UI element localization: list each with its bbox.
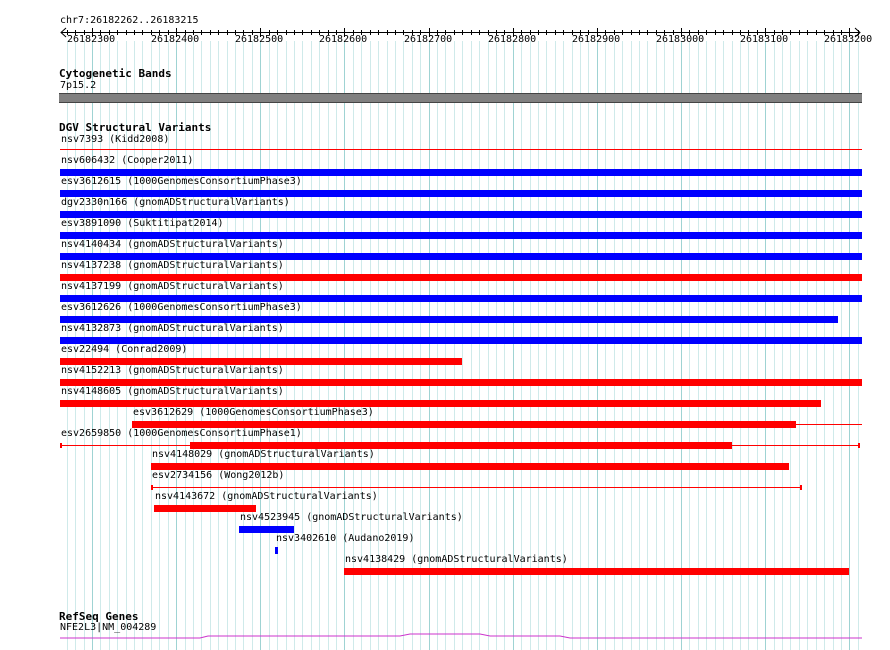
dgv-feature-bar[interactable] (275, 547, 278, 554)
dgv-feature-end-cap[interactable] (151, 485, 153, 490)
ruler-tick-label: 26182400 (151, 34, 200, 45)
dgv-feature-label[interactable]: esv22494 (Conrad2009) (61, 344, 188, 355)
dgv-feature-end-cap[interactable] (800, 485, 802, 490)
dgv-feature-bar[interactable] (60, 379, 862, 386)
dgv-feature-label[interactable]: nsv4148029 (gnomADStructuralVariants) (152, 449, 375, 460)
ruler-tick-label: 26182900 (572, 34, 621, 45)
dgv-feature-label[interactable]: esv3612626 (1000GenomesConsortiumPhase3) (61, 302, 302, 313)
dgv-feature-bar[interactable] (60, 190, 862, 197)
ruler-tick-label: 26183100 (740, 34, 789, 45)
dgv-feature-end-cap[interactable] (60, 443, 62, 448)
dgv-feature-bar[interactable] (154, 505, 256, 512)
dgv-feature-label[interactable]: esv3891090 (Suktitipat2014) (61, 218, 224, 229)
position-label: chr7:26182262..26183215 (60, 15, 199, 26)
dgv-feature-label[interactable]: nsv4137199 (gnomADStructuralVariants) (61, 281, 284, 292)
dgv-feature-label[interactable]: nsv4148605 (gnomADStructuralVariants) (61, 386, 284, 397)
dgv-feature-label[interactable]: dgv2330n166 (gnomADStructuralVariants) (61, 197, 290, 208)
dgv-feature-bar[interactable] (60, 232, 862, 239)
dgv-feature-label[interactable]: nsv4140434 (gnomADStructuralVariants) (61, 239, 284, 250)
dgv-feature-line[interactable] (60, 149, 862, 150)
dgv-feature-bar[interactable] (60, 337, 862, 344)
dgv-feature-bar[interactable] (60, 253, 862, 260)
ruler-tick-label: 26182800 (488, 34, 537, 45)
dgv-feature-bar[interactable] (190, 442, 732, 449)
dgv-feature-label[interactable]: nsv4143672 (gnomADStructuralVariants) (155, 491, 378, 502)
dgv-feature-label[interactable]: nsv4132873 (gnomADStructuralVariants) (61, 323, 284, 334)
dgv-feature-label[interactable]: nsv4523945 (gnomADStructuralVariants) (240, 512, 463, 523)
cytoband-track-title: Cytogenetic Bands (59, 67, 172, 80)
ruler-tick-label: 26183000 (656, 34, 705, 45)
ruler-tick-label: 26182500 (235, 34, 284, 45)
dgv-track-title: DGV Structural Variants (59, 121, 212, 134)
dgv-feature-label[interactable]: nsv4137238 (gnomADStructuralVariants) (61, 260, 284, 271)
cytoband-bar[interactable] (59, 93, 862, 103)
ruler-left-arrow (60, 27, 67, 38)
dgv-feature-bar[interactable] (344, 568, 849, 575)
dgv-feature-label[interactable]: nsv4138429 (gnomADStructuralVariants) (345, 554, 568, 565)
dgv-feature-bar[interactable] (60, 169, 862, 176)
dgv-feature-label[interactable]: nsv606432 (Cooper2011) (61, 155, 194, 166)
dgv-feature-label[interactable]: esv3612615 (1000GenomesConsortiumPhase3) (61, 176, 302, 187)
dgv-feature-label[interactable]: esv3612629 (1000GenomesConsortiumPhase3) (133, 407, 374, 418)
dgv-feature-label[interactable]: nsv7393 (Kidd2008) (61, 134, 170, 145)
dgv-feature-label[interactable]: nsv3402610 (Audano2019) (276, 533, 415, 544)
dgv-feature-bar[interactable] (151, 463, 789, 470)
dgv-feature-bar[interactable] (239, 526, 294, 533)
cytoband-label[interactable]: 7p15.2 (60, 80, 97, 91)
dgv-feature-bar[interactable] (60, 358, 462, 365)
dgv-feature-bar[interactable] (60, 316, 838, 323)
dgv-feature-bar[interactable] (60, 211, 862, 218)
dgv-feature-line[interactable] (151, 487, 801, 488)
refseq-gene-path[interactable] (60, 633, 862, 639)
dgv-feature-bar[interactable] (60, 295, 862, 302)
dgv-feature-bar[interactable] (60, 400, 821, 407)
dgv-feature-bar[interactable] (60, 274, 862, 281)
dgv-feature-label[interactable]: esv2734156 (Wong2012b) (152, 470, 285, 481)
dgv-feature-label[interactable]: nsv4152213 (gnomADStructuralVariants) (61, 365, 284, 376)
ruler-right-arrow (854, 27, 861, 38)
ruler-tick-label: 26182300 (67, 34, 116, 45)
ruler-tick-label: 26182600 (319, 34, 368, 45)
refseq-gene-label[interactable]: NFE2L3|NM_004289 (60, 622, 157, 633)
ruler-tick-label: 26182700 (404, 34, 453, 45)
ruler-tick-label: 26183200 (824, 34, 873, 45)
refseq-track-title: RefSeq Genes (59, 610, 139, 623)
dgv-feature-end-cap[interactable] (858, 443, 860, 448)
dgv-feature-bar[interactable] (132, 421, 796, 428)
dgv-feature-label[interactable]: esv2659850 (1000GenomesConsortiumPhase1) (61, 428, 302, 439)
